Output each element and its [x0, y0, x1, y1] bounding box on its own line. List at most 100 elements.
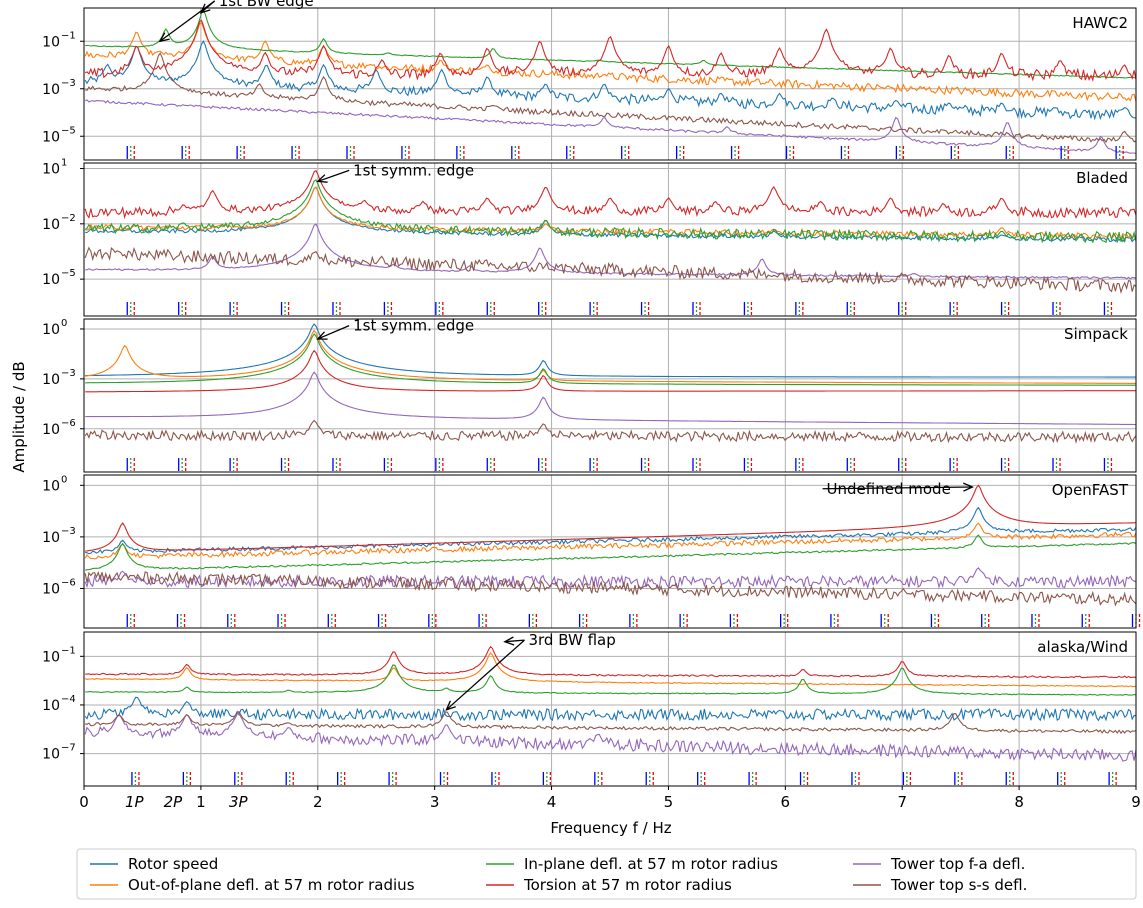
series-line-3 [85, 484, 1136, 552]
panel-frame [83, 7, 1137, 161]
annotation-arrow [822, 486, 973, 490]
x-tick-label: 6 [781, 793, 791, 811]
series-line-3 [84, 19, 1136, 82]
series-curves [84, 645, 1136, 762]
series-line-2 [84, 179, 1136, 244]
y-tick-exponent: −6 [61, 418, 76, 429]
legend-entry-4: Tower top f-a defl. [890, 855, 1025, 873]
series-curves [84, 323, 1136, 444]
annotation-arrowhead [316, 174, 328, 183]
annotation-arrow [317, 325, 350, 340]
x-tick-label: 7 [897, 793, 907, 811]
shared-x-axis: 0 1 2 3 4 5 6 7 8 9 1P 2P 3P [79, 786, 1141, 811]
y-tick-exponent: 0 [61, 318, 67, 329]
annotation-text: 1st symm. edge [353, 317, 474, 335]
annotation-arrow [445, 639, 525, 711]
y-tick-exponent: −5 [61, 125, 76, 136]
x-tick-label: 2 [313, 793, 323, 811]
y-tick-exponent: −6 [61, 577, 76, 588]
y-tick-exponent: −1 [61, 30, 76, 41]
y-tick-label: 10 [42, 649, 60, 665]
x-tick-label: 9 [1131, 793, 1141, 811]
mode-markers [126, 302, 1113, 315]
y-tick-exponent: −1 [61, 645, 76, 656]
y-tick-label: 10 [42, 478, 60, 494]
y-tick-exponent: −5 [61, 268, 76, 279]
y-tick-label: 10 [42, 747, 60, 763]
panel-frame [83, 318, 1137, 473]
y-tick-label: 10 [42, 272, 60, 288]
series-curves [84, 484, 1136, 607]
x-tick-label: 3 [430, 793, 440, 811]
series-line-2 [85, 664, 1136, 696]
legend-box [76, 848, 1137, 900]
y-tick-label: 10 [42, 322, 60, 338]
series-line-0 [85, 186, 1136, 243]
legend: Rotor speed Out-of-plane defl. at 57 m ro… [76, 848, 1137, 900]
y-tick-exponent: −3 [61, 368, 76, 379]
panel-background [84, 632, 1136, 786]
y-tick-exponent: −2 [61, 213, 76, 224]
series-line-5 [85, 711, 1136, 735]
mode-markers [131, 772, 1117, 785]
mode-markers [126, 614, 1141, 627]
series-line-4 [84, 99, 1136, 154]
mode-markers [126, 458, 1113, 471]
panel-frame [83, 162, 1137, 317]
panel-frame [83, 631, 1137, 787]
series-line-5 [84, 570, 1136, 607]
series-line-3 [85, 645, 1136, 679]
series-line-1 [84, 21, 1136, 102]
annotation-arrowhead [316, 331, 328, 340]
y-tick-label: 10 [42, 217, 60, 233]
series-line-3 [85, 349, 1136, 393]
series-line-0 [85, 323, 1136, 378]
y-tick-label: 10 [42, 162, 60, 178]
series-line-4 [85, 223, 1136, 280]
x-axis-label: Frequency f / Hz [550, 819, 671, 837]
y-tick-label: 10 [42, 530, 60, 546]
annotation-arrowhead [199, 3, 211, 14]
panel-background [84, 319, 1136, 472]
series-line-0 [84, 696, 1136, 722]
series-line-2 [85, 333, 1136, 386]
legend-entry-5: Tower top s-s defl. [890, 876, 1027, 894]
series-line-5 [85, 52, 1136, 144]
series-line-0 [84, 40, 1136, 121]
series-line-2 [85, 534, 1136, 571]
mode-markers [126, 146, 1124, 159]
y-tick-exponent: 0 [61, 474, 67, 485]
y-tick-label: 10 [42, 581, 60, 597]
x-tick-label: 5 [664, 793, 674, 811]
panel-background [84, 8, 1136, 160]
series-line-5 [84, 419, 1136, 444]
panel-label: Bladed [1076, 169, 1128, 187]
panel-label: OpenFAST [1052, 481, 1129, 499]
y-tick-exponent: −3 [61, 526, 76, 537]
panel-label: Simpack [1064, 325, 1128, 343]
annotation-arrowhead [963, 482, 975, 492]
annotation-arrowhead [445, 700, 456, 711]
annotation-text: Undefined mode [827, 480, 951, 498]
legend-entry-3: Torsion at 57 m rotor radius [523, 876, 732, 894]
panel-label: HAWC2 [1072, 14, 1128, 32]
x-tick-label: 0 [79, 793, 89, 811]
series-curves [84, 9, 1136, 154]
series-line-1 [85, 329, 1136, 384]
annotation-text: 3rd BW flap [528, 631, 615, 649]
annotation-arrowhead [158, 32, 170, 43]
harmonic-label: 2P [164, 793, 184, 811]
panel-label: alaska/Wind [1037, 638, 1128, 656]
x-tick-label: 4 [547, 793, 557, 811]
series-line-5 [84, 246, 1136, 295]
annotation-text: 1st symm. edge [353, 161, 474, 179]
annotation-arrowhead [503, 636, 515, 646]
x-tick-label: 1 [196, 793, 206, 811]
x-tick-label: 8 [1014, 793, 1024, 811]
